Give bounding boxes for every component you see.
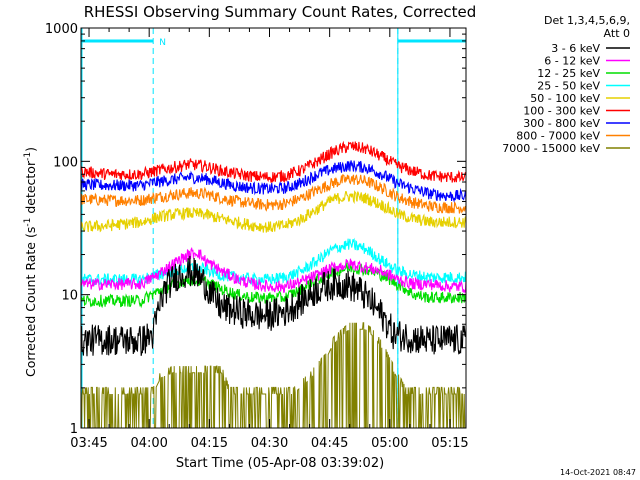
y-tick-label: 10 (61, 289, 78, 304)
x-tick-label: 04:45 (311, 436, 348, 451)
series-line (80, 160, 467, 203)
y-label-sup1: -1 (23, 218, 33, 227)
plot-frame (80, 27, 467, 429)
legend-label: 50 - 100 keV (530, 92, 600, 105)
series-line (80, 190, 467, 233)
y-label-pre: Corrected Count Rate (s (23, 227, 38, 377)
legend-header-line1: Det 1,3,4,5,6,9, (544, 14, 630, 27)
legend-label: 25 - 50 keV (537, 80, 600, 93)
series-line (80, 174, 467, 214)
chart-title: RHESSI Observing Summary Count Rates, Co… (84, 3, 477, 21)
legend-label: 800 - 7000 keV (516, 130, 600, 143)
series-line (80, 237, 467, 287)
legend-label: 300 - 800 keV (523, 117, 600, 130)
series-line (80, 255, 467, 357)
y-axis-label: Corrected Count Rate (s-1 detector-1) (23, 147, 38, 377)
legend-label: 100 - 300 keV (523, 105, 600, 118)
y-label-sup2: -1 (23, 152, 33, 161)
x-tick-label: 04:30 (251, 436, 288, 451)
y-tick-label: 1000 (45, 22, 78, 37)
legend-label: 12 - 25 keV (537, 67, 600, 80)
x-tick-label: 05:15 (431, 436, 468, 451)
y-tick-label: 1 (70, 422, 78, 437)
legend-label: 3 - 6 keV (551, 42, 600, 55)
x-tick-label: 04:00 (130, 436, 167, 451)
series-line (80, 246, 467, 295)
x-tick-label: 04:15 (191, 436, 228, 451)
night-label: N (159, 38, 166, 48)
y-label-mid: detector (23, 160, 38, 218)
y-tick-label: 100 (53, 155, 78, 170)
y-label-post: ) (23, 147, 38, 152)
x-axis-label: Start Time (05-Apr-08 03:39:02) (176, 456, 384, 471)
legend-label: 6 - 12 keV (544, 55, 600, 68)
series-line (80, 140, 467, 183)
legend-header-line2: Att 0 (604, 27, 630, 40)
footer-timestamp: 14-Oct-2021 08:47 (560, 468, 636, 477)
legend-label: 7000 - 15000 keV (502, 142, 600, 155)
x-tick-label: 03:45 (70, 436, 107, 451)
series-line (80, 322, 466, 429)
x-tick-label: 05:00 (371, 436, 408, 451)
